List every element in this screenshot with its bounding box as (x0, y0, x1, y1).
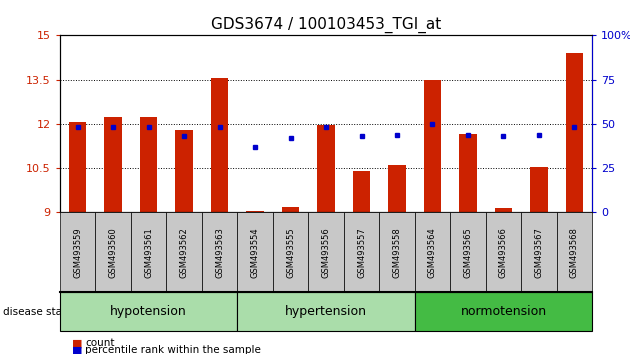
Text: GSM493559: GSM493559 (73, 227, 82, 278)
Text: GSM493561: GSM493561 (144, 227, 153, 278)
Text: GSM493564: GSM493564 (428, 227, 437, 278)
Bar (175, 130, 193, 212)
Bar (495, 208, 512, 212)
Text: disease state ▶: disease state ▶ (3, 307, 84, 316)
Text: GSM493560: GSM493560 (108, 227, 118, 278)
Text: hypertension: hypertension (285, 305, 367, 318)
Text: GSM493562: GSM493562 (180, 227, 188, 278)
Text: normotension: normotension (461, 305, 547, 318)
Text: count: count (85, 338, 115, 348)
Text: GSM493558: GSM493558 (392, 227, 401, 278)
Text: GSM493566: GSM493566 (499, 227, 508, 278)
Bar (140, 116, 158, 212)
Text: GSM493563: GSM493563 (215, 227, 224, 278)
Bar (246, 211, 264, 212)
Bar (317, 125, 335, 212)
Bar (388, 165, 406, 212)
Text: ■: ■ (72, 346, 83, 354)
Text: GSM493567: GSM493567 (534, 227, 544, 278)
Text: percentile rank within the sample: percentile rank within the sample (85, 346, 261, 354)
Text: GSM493556: GSM493556 (321, 227, 331, 278)
Bar (530, 167, 548, 212)
Bar (69, 122, 86, 212)
Text: ■: ■ (72, 338, 83, 348)
Text: GSM493554: GSM493554 (251, 227, 260, 278)
Bar (459, 134, 477, 212)
Bar (566, 53, 583, 212)
Bar (104, 116, 122, 212)
Bar (282, 206, 299, 212)
Bar (423, 80, 442, 212)
Bar (353, 171, 370, 212)
Text: GSM493568: GSM493568 (570, 227, 579, 278)
Text: GSM493555: GSM493555 (286, 227, 295, 278)
Text: GSM493565: GSM493565 (464, 227, 472, 278)
Text: hypotension: hypotension (110, 305, 187, 318)
Text: GSM493557: GSM493557 (357, 227, 366, 278)
Title: GDS3674 / 100103453_TGI_at: GDS3674 / 100103453_TGI_at (211, 16, 441, 33)
Bar (210, 78, 229, 212)
